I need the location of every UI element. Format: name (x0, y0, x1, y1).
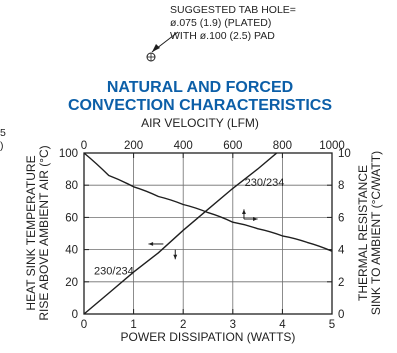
y2-tick-label: 8 (338, 180, 344, 192)
arrow-to-right-axis-head (253, 217, 258, 221)
tab-hole-note: SUGGESTED TAB HOLE= ø.075 (1.9) (PLATED)… (170, 4, 350, 43)
y-tick-label: 100 (59, 148, 78, 160)
y-tick-label: 80 (65, 180, 78, 192)
chart-arrows (148, 209, 258, 260)
cropped-margin-text: 5 ) (0, 127, 14, 153)
y-tick-label: 0 (72, 309, 78, 321)
x-tick-label: 3 (230, 319, 236, 331)
thermal-resistance-curve (83, 152, 333, 252)
y-tick-label: 20 (65, 277, 78, 289)
chart-series: 230/234 230/234 (83, 152, 333, 314)
chart-right-axis-title-line1: THERMAL RESISTANCE (356, 165, 370, 301)
arrow-to-left-axis-head (148, 242, 154, 246)
x-tick-label: 0 (81, 319, 87, 331)
tab-hole-note-line: SUGGESTED TAB HOLE= (170, 4, 296, 16)
x2-tick-label: 1000 (319, 140, 345, 152)
chart-ticks: 0 1 2 3 4 50 200 400 600 800 100002040608010002468… (59, 140, 351, 331)
y-tick-label: 60 (65, 212, 78, 224)
arrow-to-top-axis-head (242, 209, 246, 214)
x2-tick-label: 800 (273, 140, 292, 152)
chart-top-axis-title: AIR VELOCITY (LFM) (141, 116, 259, 130)
y2-tick-label: 2 (338, 277, 344, 289)
chart-right-axis-title-line2: SINK TO AMBIENT (°C/WATT) (369, 151, 383, 315)
y2-tick-label: 10 (338, 148, 351, 160)
y2-tick-label: 6 (338, 212, 344, 224)
y-tick-label: 40 (65, 245, 78, 257)
x-tick-label: 5 (329, 319, 335, 331)
arrow-to-bottom-axis-head (173, 254, 178, 260)
cropped-margin-text-line: 5 (0, 127, 6, 139)
chart-subtitle: CONVECTION CHARACTERISTICS (68, 97, 332, 114)
temperature-rise-line (84, 153, 278, 314)
x-tick-label: 4 (279, 319, 286, 331)
chart-y-axis-title-line2: RISE ABOVE AMBIENT AIR (°C) (37, 145, 51, 320)
x2-tick-label: 600 (223, 140, 242, 152)
y2-tick-label: 0 (338, 309, 344, 321)
x2-tick-label: 0 (81, 140, 87, 152)
cropped-margin-text-line: ) (0, 140, 4, 152)
callout-arrowhead (152, 44, 160, 52)
chart-x-axis-title: POWER DISSIPATION (WATTS) (121, 330, 296, 344)
chart-y-axis-title-line1: HEAT SINK TEMPERATURE (24, 155, 38, 310)
chart-title: NATURAL AND FORCED (107, 79, 293, 96)
y2-tick-label: 4 (338, 245, 345, 257)
series-label-thermal-resistance: 230/234 (245, 177, 285, 189)
tab-hole-callout (146, 31, 179, 62)
plot-frame (83, 152, 333, 315)
x2-tick-label: 200 (124, 140, 143, 152)
tab-hole-note-line: WITH ø.100 (2.5) PAD (170, 30, 275, 42)
chart-grid (83, 152, 333, 315)
tab-hole-note-line: ø.075 (1.9) (PLATED) (170, 17, 272, 29)
x2-tick-label: 400 (174, 140, 193, 152)
x-tick-label: 1 (130, 319, 136, 331)
series-label-temperature-rise: 230/234 (94, 266, 134, 278)
x-tick-label: 2 (180, 319, 186, 331)
